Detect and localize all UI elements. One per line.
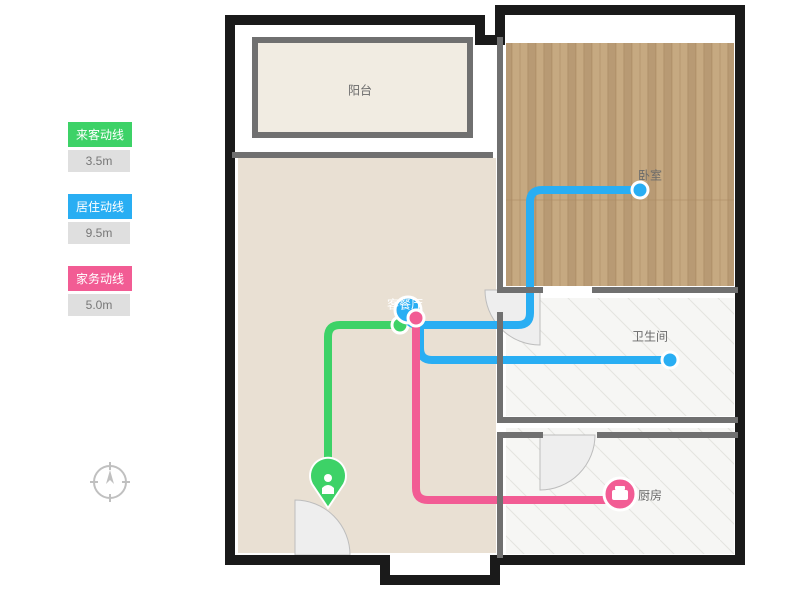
- legend-value-living: 9.5m: [68, 222, 130, 244]
- living-floor: [238, 158, 496, 553]
- compass-icon: [88, 460, 132, 509]
- legend-item-chore: 家务动线 5.0m: [68, 266, 132, 316]
- room-label-bedroom: 卧室: [638, 167, 662, 184]
- legend-item-guest: 来客动线 3.5m: [68, 122, 132, 172]
- bedroom-floor: [506, 43, 734, 286]
- room-label-balcony: 阳台: [348, 82, 372, 99]
- room-label-kitchen: 厨房: [638, 487, 662, 504]
- legend-item-living: 居住动线 9.5m: [68, 194, 132, 244]
- legend-label-guest: 来客动线: [68, 122, 132, 147]
- legend: 来客动线 3.5m 居住动线 9.5m 家务动线 5.0m: [68, 122, 132, 338]
- legend-label-chore: 家务动线: [68, 266, 132, 291]
- legend-value-chore: 5.0m: [68, 294, 130, 316]
- legend-value-guest: 3.5m: [68, 150, 130, 172]
- room-label-living: 客餐厅: [387, 296, 423, 313]
- legend-label-living: 居住动线: [68, 194, 132, 219]
- room-label-bath: 卫生间: [632, 328, 668, 345]
